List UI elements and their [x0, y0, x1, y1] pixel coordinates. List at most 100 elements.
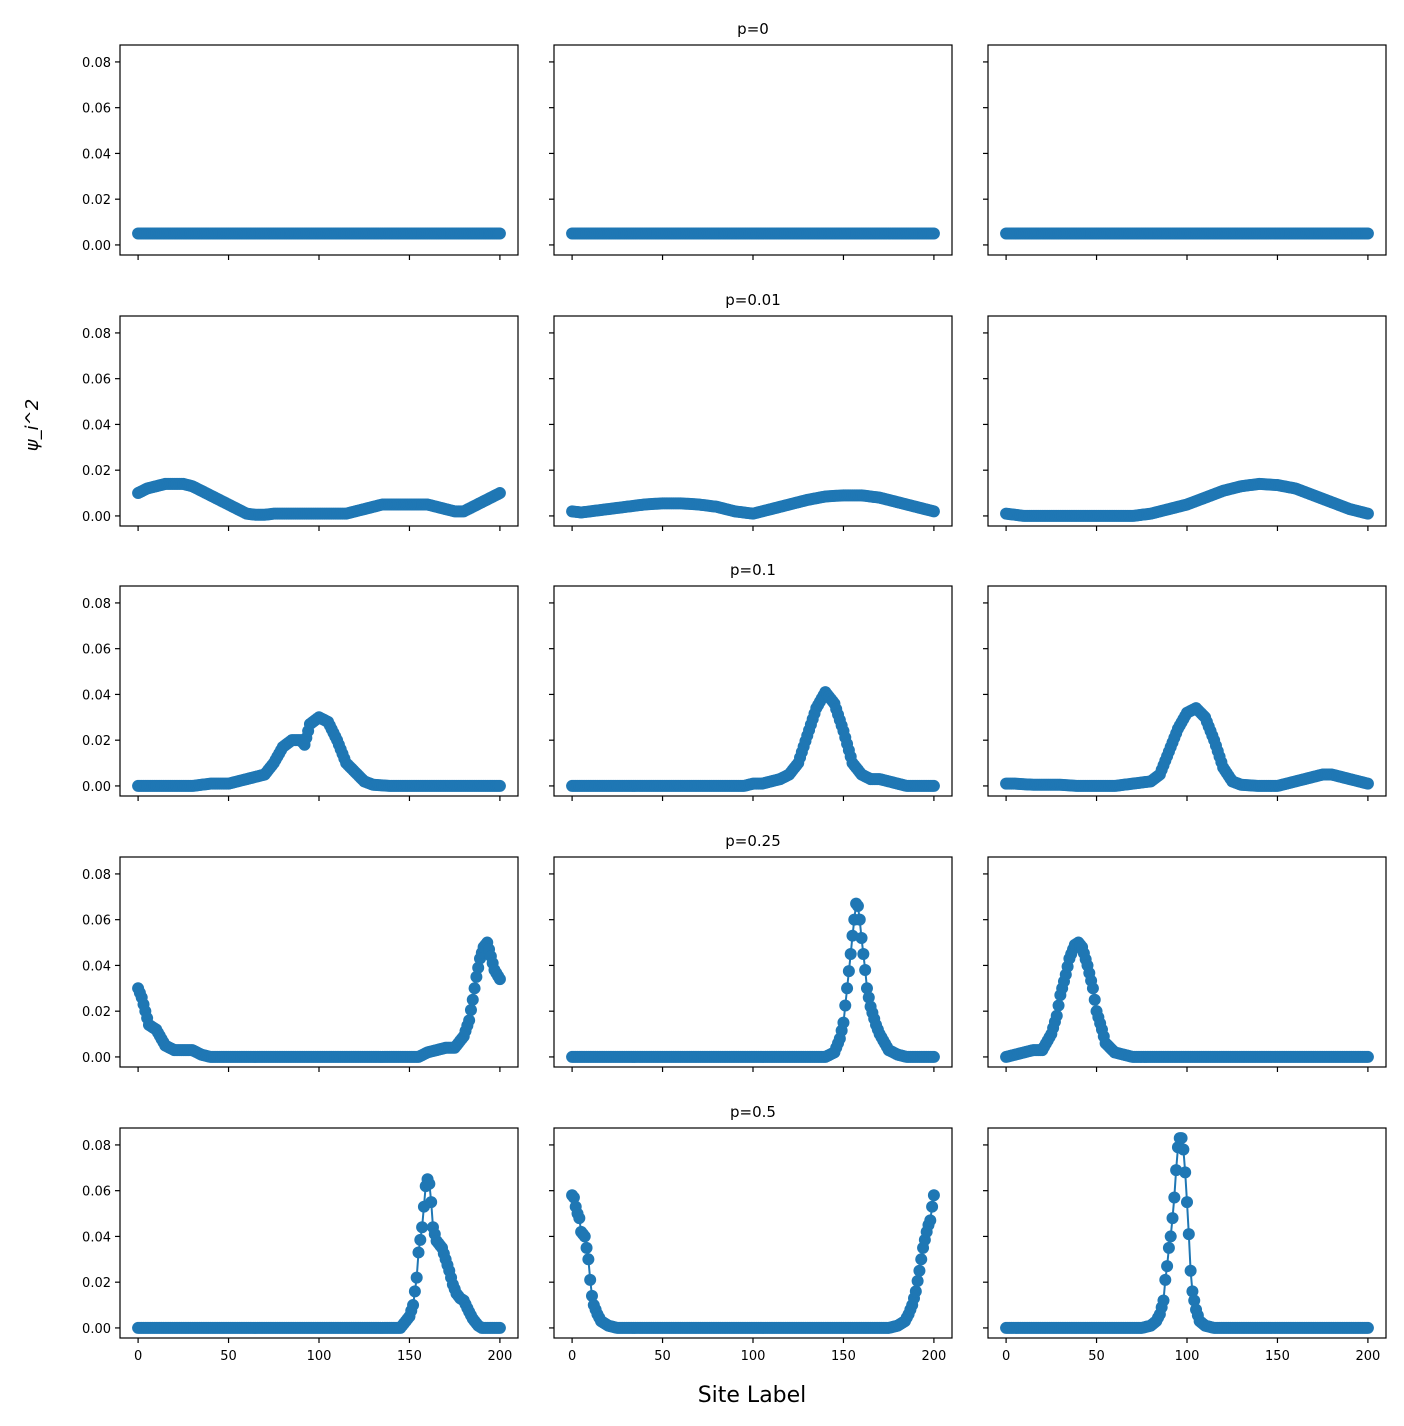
subplot: 0.00 0.02 0.04 0.06 0.08 [82, 585, 519, 801]
subplot [983, 315, 1387, 531]
data-point [927, 1050, 940, 1063]
x-tick-label: 200 [1355, 1349, 1380, 1364]
series [132, 711, 506, 792]
data-point [927, 779, 940, 792]
x-tick-label: 0 [1002, 1349, 1010, 1364]
subplot [549, 856, 953, 1072]
data-point [1175, 1132, 1188, 1145]
data-point [567, 1191, 580, 1204]
data-point [1182, 1228, 1195, 1241]
data-point [1086, 982, 1099, 995]
y-tick-label: 0.06 [82, 914, 111, 929]
y-tick-label: 0.08 [82, 1139, 111, 1154]
data-point [584, 1273, 597, 1286]
subplot: 0.00 0.02 0.04 0.06 0.08 [82, 315, 519, 531]
axes-frame [119, 585, 519, 797]
data-point [1361, 1321, 1374, 1334]
subplot [983, 585, 1387, 801]
y-tick-label: 0.06 [82, 373, 111, 388]
series [566, 489, 940, 520]
data-point [853, 913, 866, 926]
series [566, 897, 940, 1063]
x-tick-label: 150 [397, 1349, 422, 1364]
data-point [860, 982, 873, 995]
data-point [911, 1275, 924, 1288]
subplot-title: p=0.5 [730, 1103, 776, 1121]
data-point [924, 1214, 937, 1227]
series [1000, 1132, 1374, 1334]
x-tick-label: 200 [487, 1349, 512, 1364]
data-point [425, 1196, 438, 1209]
data-point [412, 1246, 425, 1259]
y-tick-label: 0.02 [82, 464, 111, 479]
data-point [1168, 1191, 1181, 1204]
series [132, 1173, 506, 1334]
y-tick-label: 0.02 [82, 1276, 111, 1291]
series [132, 936, 506, 1063]
data-point [580, 1241, 593, 1254]
series [566, 686, 940, 792]
x-tick-label: 50 [654, 1349, 671, 1364]
subplot: 0.00 0.02 0.04 0.06 0.08 [82, 856, 519, 1072]
data-point [578, 1230, 591, 1243]
data-point [913, 1264, 926, 1277]
subplot-title: p=0 [737, 20, 769, 38]
data-point [1161, 1260, 1174, 1273]
y-tick-label: 0.00 [82, 239, 111, 254]
data-point [493, 973, 506, 986]
y-tick-label: 0.04 [82, 959, 111, 974]
data-point [1050, 1009, 1063, 1022]
data-point [493, 1321, 506, 1334]
series-line [138, 716, 500, 787]
data-point [839, 999, 852, 1012]
series [132, 477, 506, 521]
x-tick-label: 50 [220, 1349, 237, 1364]
data-point [837, 1016, 850, 1029]
x-tick-label: 150 [1265, 1349, 1290, 1364]
axes-frame [553, 856, 953, 1068]
x-tick-label: 100 [741, 1349, 766, 1364]
data-point [1157, 1294, 1170, 1307]
data-point [1188, 1294, 1201, 1307]
axes-frame [119, 315, 519, 527]
x-tick-label: 50 [1088, 1349, 1105, 1364]
data-point [1170, 1164, 1183, 1177]
y-axis-label: ψ_i^2 [22, 399, 43, 451]
data-point [862, 991, 875, 1004]
data-point [1181, 1196, 1193, 1209]
series [566, 1189, 940, 1334]
series-line [572, 690, 934, 787]
y-tick-label: 0.02 [82, 734, 111, 749]
y-tick-label: 0.08 [82, 56, 111, 71]
data-point [472, 961, 485, 974]
data-point [859, 964, 872, 977]
data-point [1361, 227, 1374, 240]
data-point [468, 982, 481, 995]
data-point [927, 1189, 940, 1202]
y-tick-label: 0.04 [82, 1230, 111, 1245]
data-point [851, 899, 864, 912]
series [1000, 477, 1374, 522]
series [566, 227, 940, 240]
data-point [1361, 507, 1374, 520]
subplot: 0 50 100 150 200 [549, 1127, 953, 1364]
y-tick-label: 0.04 [82, 418, 111, 433]
subplot-title: p=0.25 [725, 832, 781, 850]
subplot: 0.00 0.02 0.04 0.06 0.08 0 50 100 150 200 [82, 1127, 519, 1364]
series-line [571, 1194, 935, 1329]
y-tick-label: 0.02 [82, 193, 111, 208]
data-point [493, 779, 506, 792]
y-tick-label: 0.04 [82, 688, 111, 703]
y-tick-label: 0.00 [82, 780, 111, 795]
data-point [423, 1177, 436, 1190]
data-point [582, 1253, 595, 1266]
series [1000, 936, 1374, 1063]
y-tick-label: 0.06 [82, 643, 111, 658]
data-point [842, 965, 855, 978]
data-point [464, 1004, 477, 1017]
x-axis-label: Site Label [698, 1383, 807, 1408]
data-point [857, 947, 870, 960]
data-point [414, 1233, 427, 1246]
y-tick-label: 0.08 [82, 597, 111, 612]
